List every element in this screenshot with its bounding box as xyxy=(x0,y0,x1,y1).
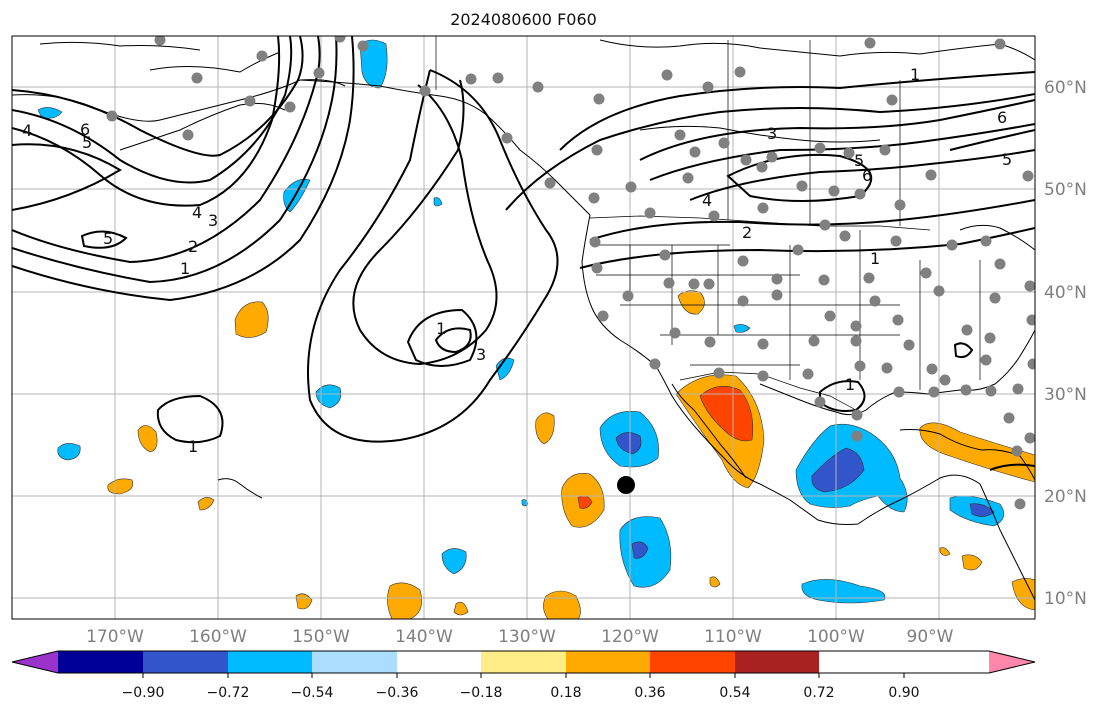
contour-label: 1 xyxy=(436,319,446,338)
contour-label: 2 xyxy=(742,223,752,242)
lat-label: 10°N xyxy=(1044,589,1087,609)
lon-label: 150°W xyxy=(292,627,350,647)
colorbar-tick-label: −0.90 xyxy=(122,685,165,701)
colorbar-segment xyxy=(397,651,481,673)
colorbar-segment xyxy=(481,651,566,673)
lat-label: 20°N xyxy=(1044,487,1087,507)
colorbar-tick-label: 0.18 xyxy=(550,685,581,701)
lon-label: 160°W xyxy=(189,627,247,647)
contour-label: 3 xyxy=(767,124,777,143)
colorbar-extend-low xyxy=(12,651,58,673)
map-title: 2024080600 F060 xyxy=(450,10,597,29)
colorbar-tick-label: 0.90 xyxy=(888,685,919,701)
contour-label: 5 xyxy=(103,229,113,248)
colorbar-segment xyxy=(228,651,312,673)
colorbar-segment xyxy=(312,651,397,673)
colorbar-tick-label: 0.54 xyxy=(719,685,750,701)
station-markers xyxy=(106,36,1035,510)
colorbar: −0.90 −0.72 −0.54 −0.36 −0.18 0.18 0.36 … xyxy=(11,650,1036,701)
contour-label: 4 xyxy=(22,121,32,140)
colorbar-tick-label: 0.72 xyxy=(803,685,834,701)
colorbar-tick-label: −0.18 xyxy=(460,685,503,701)
colorbar-segments xyxy=(12,651,1035,673)
contour-label: 6 xyxy=(997,108,1007,127)
forecast-point-marker xyxy=(617,476,635,494)
colorbar-labels: −0.90 −0.72 −0.54 −0.36 −0.18 0.18 0.36 … xyxy=(122,685,920,701)
contour-label: 1 xyxy=(188,437,198,456)
colorbar-segment xyxy=(143,651,228,673)
lon-label: 140°W xyxy=(395,627,453,647)
lon-label: 130°W xyxy=(498,627,556,647)
lon-label: 90°W xyxy=(907,627,954,647)
political-borders xyxy=(410,36,981,411)
lat-label: 30°N xyxy=(1044,385,1087,405)
lon-label: 120°W xyxy=(601,627,659,647)
colorbar-tick-label: −0.72 xyxy=(207,685,250,701)
lat-label: 50°N xyxy=(1044,180,1087,200)
colorbar-segment xyxy=(58,651,143,673)
colorbar-extend-high xyxy=(989,651,1035,673)
contour-label: 4 xyxy=(192,203,202,222)
colorbar-tick-label: −0.36 xyxy=(376,685,419,701)
colorbar-ticks xyxy=(142,673,905,678)
lat-label: 60°N xyxy=(1044,78,1087,98)
map-plot-area: 6 5 4 3 2 1 5 4 3 1 3 6 5 4 2 1 1 1 6 5 … xyxy=(12,36,1035,619)
contour-label: 5 xyxy=(1002,150,1012,169)
map-frame xyxy=(11,35,1036,620)
colorbar-tick-label: −0.54 xyxy=(291,685,334,701)
contour-label: 6 xyxy=(862,166,872,185)
contour-label: 1 xyxy=(910,65,920,84)
lon-label: 100°W xyxy=(807,627,865,647)
colorbar-segment xyxy=(566,651,650,673)
colorbar-segment xyxy=(650,651,735,673)
contour-label: 2 xyxy=(188,237,198,256)
contour-label: 6 xyxy=(80,120,90,139)
contour-label: 4 xyxy=(702,191,712,210)
coastlines xyxy=(12,39,1035,601)
contour-label: 5 xyxy=(854,151,864,170)
contour-label: 5 xyxy=(82,133,92,152)
contour-label: 1 xyxy=(870,249,880,268)
contour-labels: 6 5 4 3 2 1 5 4 3 1 3 6 5 4 2 1 1 1 6 5 … xyxy=(22,65,1012,456)
contour-label: 1 xyxy=(180,259,190,278)
contour-label: 1 xyxy=(845,375,855,394)
longitude-axis: 170°W 160°W 150°W 140°W 130°W 120°W 110°… xyxy=(86,627,954,647)
contour-label: 3 xyxy=(476,345,486,364)
lon-label: 110°W xyxy=(704,627,762,647)
contour-label: 3 xyxy=(208,211,218,230)
anomaly-shading xyxy=(37,39,1035,619)
colorbar-segment xyxy=(735,651,819,673)
lon-label: 170°W xyxy=(86,627,144,647)
colorbar-tick-label: 0.36 xyxy=(634,685,665,701)
lat-label: 40°N xyxy=(1044,283,1087,303)
colorbar-outline xyxy=(11,650,1036,674)
latitude-axis: 60°N 50°N 40°N 30°N 20°N 10°N xyxy=(1044,78,1087,609)
